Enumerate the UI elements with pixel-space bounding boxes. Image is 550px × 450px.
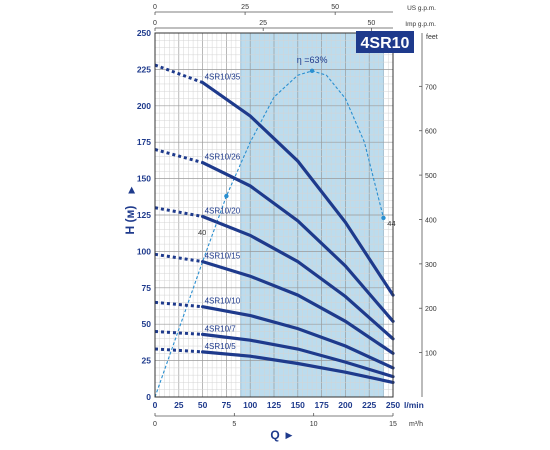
efficiency-point xyxy=(309,68,315,74)
feet-tick-label: 500 xyxy=(425,173,437,180)
x-tick-label: 125 xyxy=(267,400,281,410)
m3h-tick-label: 15 xyxy=(389,421,397,428)
us-gpm-tick-label: 25 xyxy=(241,4,249,11)
axes: 0 25 50 75 100 125 150 175 200 225 250025507510012… xyxy=(137,4,437,428)
feet-tick-label: 300 xyxy=(425,262,437,269)
head-curve-dashed-segment xyxy=(154,329,203,336)
efficiency-point xyxy=(224,193,229,199)
y-tick-label: 25 xyxy=(142,356,152,366)
feet-tick-label: 600 xyxy=(425,129,437,136)
m3h-tick-label: 10 xyxy=(310,421,318,428)
y-tick-label: 75 xyxy=(142,283,152,293)
imp-gpm-tick-label: 50 xyxy=(367,20,375,27)
feet-tick-label: 700 xyxy=(425,84,437,91)
series-label: 4SR10/15 xyxy=(205,252,241,261)
x-tick-label: 50 xyxy=(198,400,208,410)
x-tick-label: 75 xyxy=(222,400,232,410)
head-curves: 4SR10/35 4SR10/26 4SR10/20 4SR10/15 4SR10/10… xyxy=(154,63,395,384)
x-tick-label: 0 xyxy=(153,400,158,410)
x-axis-arrow-icon: ▶ xyxy=(286,430,293,440)
title-badge xyxy=(356,31,414,53)
y-tick-label: 0 xyxy=(146,392,151,402)
x-unit-label: l/min xyxy=(404,400,424,410)
imp-gpm-tick-label: 0 xyxy=(153,20,157,27)
y-tick-label: 50 xyxy=(142,319,152,329)
y-tick-label: 125 xyxy=(137,210,151,220)
series-label: 4SR10/5 xyxy=(205,342,237,351)
us-gpm-label: US g.p.m. xyxy=(407,5,436,12)
head-curve-dashed-segment xyxy=(154,206,203,218)
chart-labels: 4SR10 H (м) ▶ Q ▶ l/min m³/h feet US g.p… xyxy=(123,5,438,442)
head-curve-dashed-segment xyxy=(154,300,203,309)
efficiency-point xyxy=(381,215,386,221)
feet-unit-label: feet xyxy=(426,34,438,41)
y-axis-arrow-icon: ▶ xyxy=(126,186,136,193)
y-tick-label: 150 xyxy=(137,174,151,184)
series-label: 4SR10/26 xyxy=(205,153,241,162)
y-tick-label: 100 xyxy=(137,246,151,256)
efficiency-line xyxy=(154,70,385,398)
y-tick-label: 175 xyxy=(137,137,151,147)
imp-gpm-label: Imp g.p.m. xyxy=(405,21,436,28)
chart-title: 4SR10 xyxy=(361,35,410,52)
feet-tick-label: 400 xyxy=(425,217,437,224)
y-tick-label: 225 xyxy=(137,64,151,74)
x-tick-label: 175 xyxy=(315,400,329,410)
x-tick-label: 225 xyxy=(362,400,376,410)
efficiency-curve: η =63% 40 44 xyxy=(154,55,396,398)
series-label: 4SR10/35 xyxy=(205,73,241,82)
feet-tick-label: 200 xyxy=(425,306,437,313)
m3h-tick-label: 0 xyxy=(153,421,157,428)
feet-tick-label: 100 xyxy=(425,351,437,358)
m3h-tick-label: 5 xyxy=(232,421,236,428)
series-label: 4SR10/10 xyxy=(205,297,241,306)
head-curve-dashed-segment xyxy=(154,347,203,354)
x-tick-label: 250 xyxy=(386,400,400,410)
x-tick-label: 150 xyxy=(291,400,305,410)
head-curve-dashed-segment xyxy=(154,63,204,84)
x-tick-label: 200 xyxy=(338,400,352,410)
y-axis-label: H (м) xyxy=(123,206,137,235)
efficiency-annotation: 40 xyxy=(198,228,206,237)
efficiency-annotation: η =63% xyxy=(297,55,328,65)
imp-gpm-tick-label: 25 xyxy=(259,20,267,27)
plot-frame xyxy=(154,32,394,398)
m3h-unit-label: m³/h xyxy=(409,421,423,428)
x-tick-label: 25 xyxy=(174,400,184,410)
x-axis-label: Q xyxy=(270,428,279,442)
us-gpm-tick-label: 0 xyxy=(153,4,157,11)
y-tick-label: 200 xyxy=(137,101,151,111)
head-curve-dashed-segment xyxy=(154,148,203,165)
x-tick-label: 100 xyxy=(243,400,257,410)
series-label: 4SR10/20 xyxy=(205,206,241,215)
y-tick-label: 250 xyxy=(137,28,151,38)
series-label: 4SR10/7 xyxy=(205,324,237,333)
efficiency-annotation: 44 xyxy=(387,219,395,228)
us-gpm-tick-label: 50 xyxy=(331,4,339,11)
head-curve-dashed-segment xyxy=(154,252,203,264)
